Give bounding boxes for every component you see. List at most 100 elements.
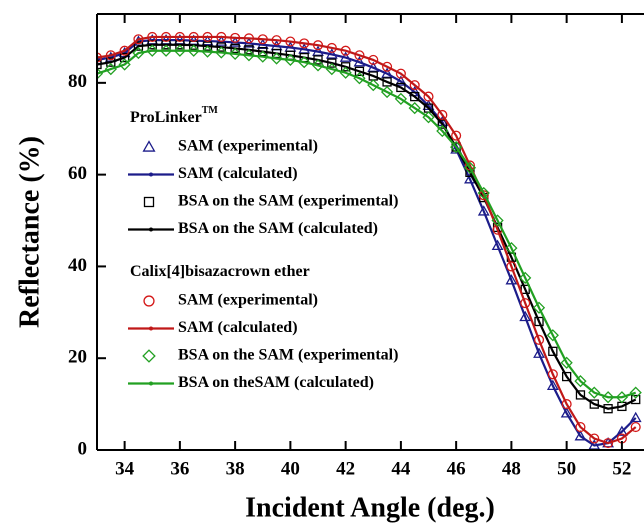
marker: [615, 425, 628, 436]
legend-dot: [149, 326, 153, 331]
marker: [630, 422, 641, 433]
x-axis-label: Incident Angle (deg.): [245, 492, 495, 523]
marker: [437, 109, 448, 121]
marker: [187, 44, 200, 57]
marker: [477, 205, 490, 216]
marker: [450, 140, 463, 154]
marker: [575, 390, 586, 400]
marker: [589, 433, 600, 444]
legend-label: SAM (experimental): [178, 138, 318, 155]
y-tick-label: 20: [68, 347, 87, 368]
marker: [436, 124, 449, 138]
marker: [451, 142, 461, 152]
legend-label: SAM (calculated): [178, 319, 298, 336]
legend-group-title: ProLinkerTM: [130, 105, 218, 125]
marker: [574, 375, 587, 388]
marker: [215, 46, 228, 59]
x-tick-label: 42: [336, 458, 355, 479]
marker: [395, 68, 406, 79]
marker: [491, 239, 504, 251]
marker: [396, 82, 406, 93]
marker: [410, 91, 420, 102]
y-tick-label: 0: [78, 438, 88, 459]
y-tick-label: 40: [68, 255, 87, 276]
marker: [546, 379, 559, 390]
marker: [629, 386, 642, 399]
marker: [298, 56, 311, 69]
marker: [143, 295, 155, 307]
plot-area: [97, 31, 642, 450]
marker: [173, 44, 186, 57]
marker: [284, 53, 297, 67]
marker: [629, 411, 642, 423]
x-tick-label: 44: [391, 458, 411, 479]
marker: [477, 186, 490, 200]
marker: [451, 130, 462, 141]
marker: [242, 49, 256, 62]
calculated-line: [97, 49, 637, 399]
legend-label: SAM (calculated): [178, 165, 298, 182]
legend-label: BSA on the SAM (experimental): [178, 193, 398, 210]
y-tick-label: 80: [68, 71, 87, 92]
marker: [533, 334, 545, 345]
marker: [132, 46, 145, 60]
marker: [201, 45, 214, 58]
marker: [533, 347, 545, 358]
marker: [505, 241, 518, 255]
legend-group-title-sup: TM: [202, 105, 219, 116]
marker: [520, 284, 530, 295]
calculated-line: [97, 43, 637, 410]
x-tick-label: 40: [281, 458, 300, 479]
marker: [603, 438, 614, 449]
marker: [560, 356, 573, 369]
marker: [368, 54, 379, 65]
marker: [437, 119, 447, 129]
marker: [548, 346, 558, 356]
marker: [505, 274, 518, 285]
marker: [561, 371, 572, 382]
marker: [423, 91, 434, 102]
calculated-line: [97, 35, 637, 445]
marker: [119, 52, 130, 63]
marker: [589, 399, 599, 409]
x-tick-label: 52: [612, 458, 631, 479]
marker: [631, 394, 641, 405]
legend-dot: [149, 227, 153, 232]
marker: [546, 329, 559, 342]
x-tick-label: 48: [502, 458, 521, 479]
legend-label: BSA on the SAM (calculated): [178, 220, 378, 237]
marker: [354, 50, 365, 61]
legend-label: BSA on theSAM (calculated): [178, 374, 374, 391]
legend-group-title-text: ProLinker: [130, 109, 202, 126]
y-tick-label: 60: [68, 163, 87, 184]
legend-dot: [149, 172, 153, 177]
legend-dot: [149, 381, 153, 386]
marker: [560, 407, 573, 418]
marker: [520, 298, 531, 309]
marker: [142, 140, 156, 152]
legend-label: BSA on the SAM (experimental): [178, 347, 398, 364]
marker: [561, 399, 572, 410]
marker: [574, 430, 587, 441]
marker: [143, 196, 155, 208]
marker: [229, 47, 242, 61]
calculated-line: [97, 39, 637, 447]
marker: [547, 369, 558, 380]
x-tick-label: 50: [557, 458, 576, 479]
x-tick-label: 46: [447, 458, 466, 479]
x-tick-label: 34: [115, 458, 135, 479]
marker: [532, 301, 546, 314]
marker: [159, 44, 173, 57]
marker: [409, 80, 420, 91]
x-tick-label: 36: [170, 458, 189, 479]
legend-label: SAM (experimental): [178, 292, 318, 309]
marker: [270, 52, 283, 65]
marker: [506, 261, 517, 272]
marker: [142, 349, 156, 363]
marker: [491, 214, 504, 227]
y-axis-label: Reflectance (%): [14, 136, 45, 328]
legend-group-title-text: Calix[4]bisazacrown ether: [130, 263, 310, 280]
marker: [119, 45, 130, 56]
